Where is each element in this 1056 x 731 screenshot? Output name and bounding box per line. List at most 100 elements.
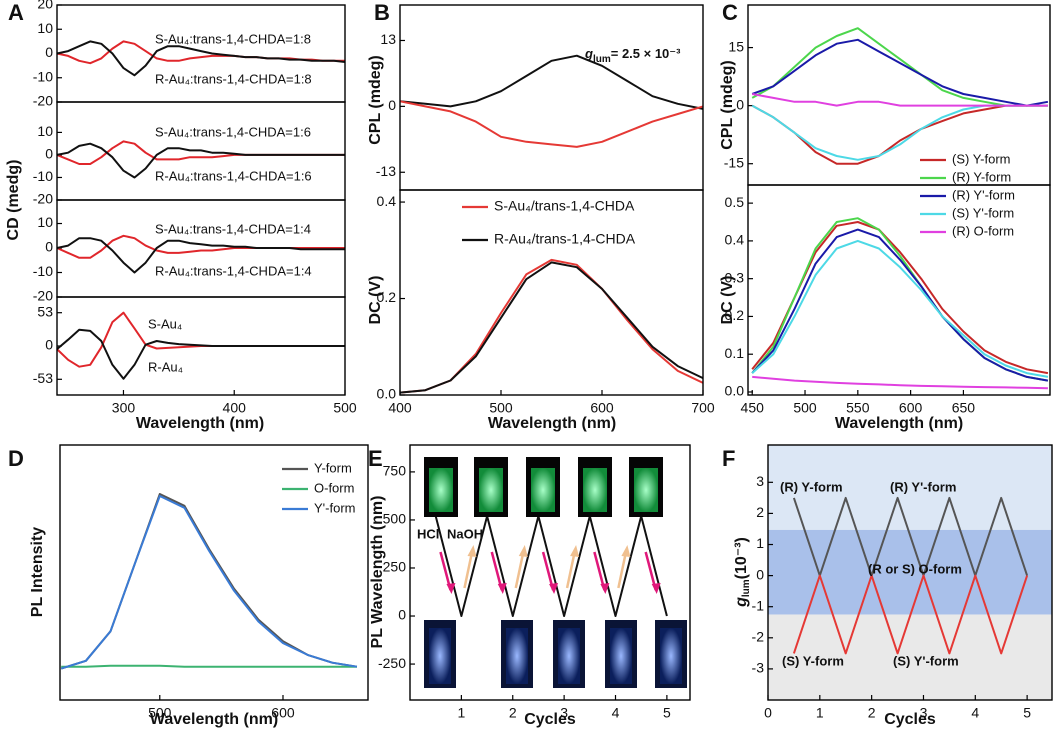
y-tick-label: 0.0 xyxy=(725,383,745,399)
curve-label: R-Au₄ xyxy=(148,359,183,374)
y-tick-label: -20 xyxy=(33,93,53,109)
x-tick-label: 1 xyxy=(816,705,824,721)
y-tick-label: 0.0 xyxy=(377,386,397,402)
y-axis-label: CD (medg) xyxy=(5,160,22,241)
y-axis-label: PL Intensity xyxy=(29,527,46,617)
axis-frame xyxy=(56,296,346,396)
arrow-head xyxy=(497,583,507,594)
arrow-head xyxy=(570,545,580,557)
axis-frame xyxy=(747,184,1051,396)
x-tick-label: 0 xyxy=(764,705,772,721)
x-tick-label: 500 xyxy=(489,400,513,416)
legend-label: S-Au₄/trans-1,4-CHDA xyxy=(494,198,635,214)
y-tick-label: 0 xyxy=(388,97,396,113)
legend-label: (R) Y'-form xyxy=(952,187,1015,202)
panel-letter: F xyxy=(722,446,735,471)
y-tick-label: 0 xyxy=(45,146,53,162)
axis-frame xyxy=(767,444,1053,701)
legend-label: (R) Y-form xyxy=(952,169,1011,184)
axis-frame xyxy=(409,444,691,701)
region-band xyxy=(768,529,1052,615)
legend-label: (S) Y-form xyxy=(952,151,1011,166)
arrow-head xyxy=(549,583,559,594)
x-tick-label: 4 xyxy=(971,705,979,721)
region-band xyxy=(768,614,1052,700)
data-line xyxy=(56,328,345,380)
x-tick-label: 2 xyxy=(868,705,876,721)
arrow-down xyxy=(490,551,503,591)
y-tick-label: 0.3 xyxy=(725,269,745,285)
annotation: (S) Y'-form xyxy=(893,653,959,668)
symbol: g xyxy=(584,46,593,61)
y-tick-label: 0.1 xyxy=(725,345,745,361)
x-tick-label: 500 xyxy=(333,400,357,416)
arrow-head xyxy=(651,583,661,594)
y-tick-label: -13 xyxy=(376,163,396,179)
data-line xyxy=(751,104,1048,165)
y-tick-label: -2 xyxy=(752,629,765,645)
x-axis-label: Wavelength (nm) xyxy=(488,415,616,432)
x-axis-label: Wavelength (nm) xyxy=(150,711,278,728)
arrow-head xyxy=(518,545,528,557)
arrow-down xyxy=(644,551,657,591)
curve-label: S-Au₄ xyxy=(148,316,182,331)
legend-label: R-Au₄/trans-1,4-CHDA xyxy=(494,231,636,247)
y-tick-label: 1 xyxy=(756,535,764,551)
x-tick-label: 500 xyxy=(793,400,817,416)
y-tick-label: 10 xyxy=(37,123,53,139)
arrow-head xyxy=(600,583,610,594)
data-line xyxy=(752,93,1048,107)
data-line xyxy=(399,100,704,148)
data-line xyxy=(399,258,704,394)
axis-frame xyxy=(399,189,704,396)
text: (10⁻³) xyxy=(733,537,750,579)
y-axis-label: DC (V) xyxy=(719,276,736,325)
y-tick-label: 10 xyxy=(37,214,53,230)
y-axis-label: CPL (mdeg) xyxy=(719,60,736,149)
y-tick-label: 0 xyxy=(45,44,53,60)
curve-label: R-Au₄:trans-1,4-CHDA=1:8 xyxy=(155,71,312,86)
y-tick-label: -250 xyxy=(378,655,406,671)
y-axis-label: CPL (mdeg) xyxy=(367,55,384,144)
curve-label: S-Au₄:trans-1,4-CHDA=1:4 xyxy=(155,221,311,236)
y-tick-label: 3 xyxy=(756,473,764,489)
y-tick-label: 2 xyxy=(756,504,764,520)
x-tick-label: 300 xyxy=(112,400,136,416)
y-tick-label: 53 xyxy=(37,303,53,319)
y-tick-label: -15 xyxy=(724,154,744,170)
x-axis-label: Wavelength (nm) xyxy=(835,415,963,432)
subscript: lum xyxy=(741,579,752,597)
y-tick-label: -10 xyxy=(33,263,53,279)
data-line xyxy=(61,664,357,668)
legend-label: Y'-form xyxy=(314,500,355,515)
text: = 2.5 × 10⁻³ xyxy=(611,46,681,61)
subscript: lum xyxy=(593,54,611,65)
x-tick-label: 3 xyxy=(920,705,928,721)
x-tick-label: 5 xyxy=(1023,705,1031,721)
y-tick-label: 0.2 xyxy=(377,289,397,305)
y-tick-label: 0 xyxy=(398,607,406,623)
curve-label: S-Au₄:trans-1,4-CHDA=1:8 xyxy=(155,31,311,46)
panel-letter: E xyxy=(368,446,383,471)
annotation: HCl xyxy=(417,526,439,541)
annotation: (S) Y-form xyxy=(782,653,844,668)
panel-letter: C xyxy=(722,0,738,25)
data-line xyxy=(434,515,668,617)
axis-label: glum(10⁻³) xyxy=(733,537,751,608)
x-axis-label: Wavelength (nm) xyxy=(136,415,264,432)
legend-label: O-form xyxy=(314,480,354,495)
x-tick-label: 600 xyxy=(899,400,923,416)
curve-label: R-Au₄:trans-1,4-CHDA=1:4 xyxy=(155,263,312,278)
legend-label: (S) Y'-form xyxy=(952,205,1014,220)
symbol: g xyxy=(733,597,750,608)
arrow-down xyxy=(541,551,555,591)
x-tick-label: 550 xyxy=(846,400,870,416)
x-tick-label: 2 xyxy=(509,705,517,721)
axis-frame xyxy=(56,4,346,103)
curve-label: R-Au₄:trans-1,4-CHDA=1:6 xyxy=(155,168,312,183)
panel-letter: D xyxy=(8,446,24,471)
y-tick-label: 0.4 xyxy=(377,193,397,209)
data-line xyxy=(60,493,358,670)
data-line xyxy=(751,217,1049,382)
